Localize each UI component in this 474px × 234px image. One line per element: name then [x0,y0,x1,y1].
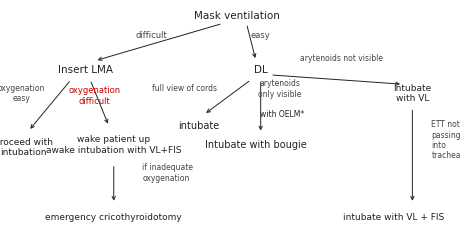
Text: Mask ventilation: Mask ventilation [194,11,280,21]
Text: DL: DL [254,65,268,75]
Text: Intubate
with VL: Intubate with VL [393,84,431,103]
Text: arytenoids
only visible: arytenoids only visible [258,79,301,99]
Text: full view of cords: full view of cords [152,84,218,93]
Text: with OELM*: with OELM* [260,110,304,119]
Text: wake patient up
awake intubation with VL+FIS: wake patient up awake intubation with VL… [46,135,182,155]
Text: intubate: intubate [178,121,220,131]
Text: ETT not
passing
into
trachea: ETT not passing into trachea [431,120,461,161]
Text: oxygenation
difficult: oxygenation difficult [69,86,121,106]
Text: Insert LMA: Insert LMA [58,65,113,75]
Text: proceed with
intubation: proceed with intubation [0,138,53,157]
Text: Intubate with bougie: Intubate with bougie [205,140,307,150]
Text: intubate with VL + FIS: intubate with VL + FIS [343,213,444,222]
Text: emergency cricothyroidotomy: emergency cricothyroidotomy [46,213,182,222]
Text: oxygenation
easy: oxygenation easy [0,84,45,103]
Text: if inadequate
oxygenation: if inadequate oxygenation [142,164,193,183]
Text: difficult: difficult [136,31,167,40]
Text: arytenoids not visible: arytenoids not visible [300,54,383,63]
Text: easy: easy [251,31,271,40]
